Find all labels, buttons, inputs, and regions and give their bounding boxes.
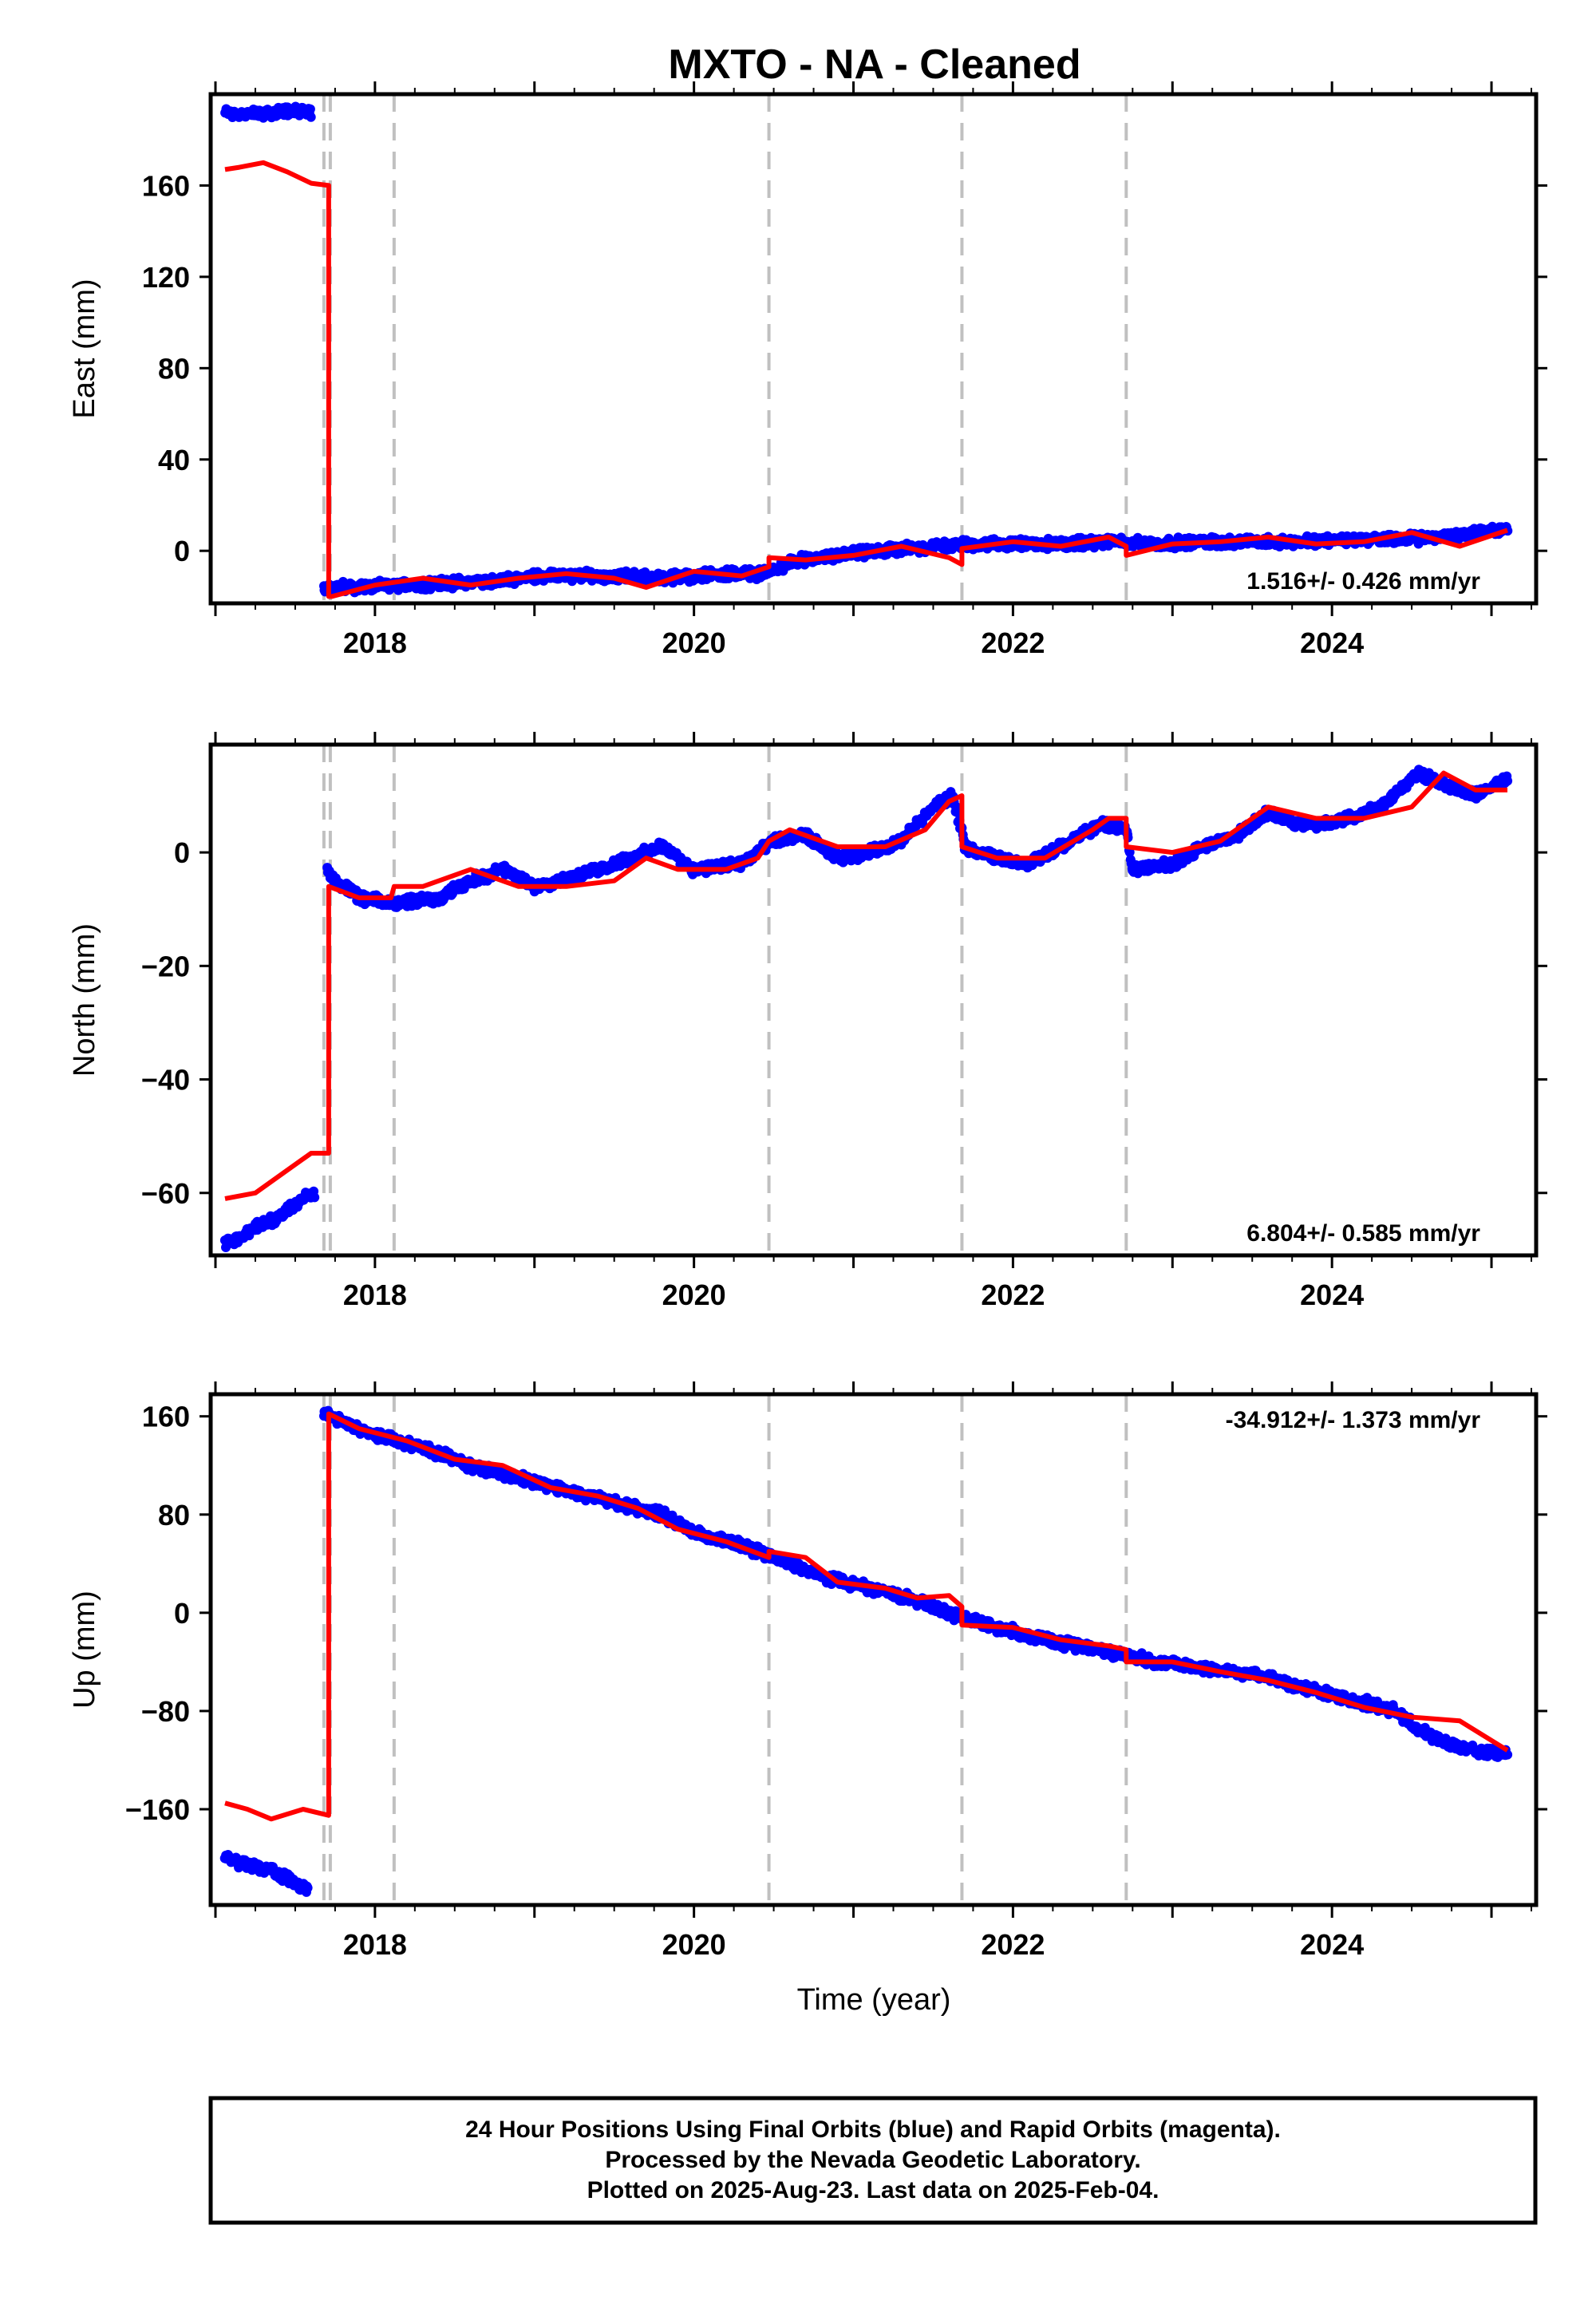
plot-area xyxy=(220,94,1513,603)
x-tick-label: 2022 xyxy=(981,626,1045,659)
y-tick-label: 40 xyxy=(158,444,190,476)
east-panel: 0 40 80 120 160 2018 2020 2022 2024 East (mm) 1.51… xyxy=(68,81,1547,659)
plot-frame xyxy=(208,92,1539,606)
rate-label: 6.804+/- 0.585 mm/yr xyxy=(1246,1220,1480,1247)
data-point xyxy=(1503,776,1513,786)
data-point xyxy=(306,112,316,122)
x-tick-label: 2018 xyxy=(343,626,407,659)
y-axis-label: North (mm) xyxy=(68,923,101,1077)
chart-title: MXTO - NA - Cleaned xyxy=(668,41,1080,88)
y-tick-label: 0 xyxy=(174,535,190,567)
y-tick-label: −20 xyxy=(141,950,190,982)
plot-area xyxy=(219,745,1513,1255)
plot-frame xyxy=(208,742,1539,1258)
rate-label: 1.516+/- 0.426 mm/yr xyxy=(1246,568,1480,595)
y-tick-label: 80 xyxy=(158,352,190,385)
y-tick-label: 0 xyxy=(174,836,190,869)
y-tick-label: 160 xyxy=(142,169,190,202)
x-tick-label: 2024 xyxy=(1300,626,1364,659)
plot-area xyxy=(219,1394,1513,1905)
y-axis-label: East (mm) xyxy=(68,279,101,418)
y-tick-label: 120 xyxy=(142,261,190,294)
model-line xyxy=(224,160,1508,599)
x-tick-label: 2022 xyxy=(981,1279,1045,1311)
x-tick-label: 2018 xyxy=(343,1279,407,1311)
data-point xyxy=(305,104,315,114)
model-line xyxy=(224,770,1507,1201)
x-tick-label: 2020 xyxy=(662,626,726,659)
y-tick-label: −60 xyxy=(141,1177,190,1210)
north-panel: −60 −40 −20 0 2018 2020 2022 2024 North (mm) 6.80… xyxy=(68,732,1547,1311)
data-point xyxy=(302,1883,313,1893)
data-point xyxy=(310,1192,320,1203)
x-tick-label: 2020 xyxy=(662,1279,726,1311)
x-tick-label: 2024 xyxy=(1300,1279,1364,1311)
y-tick-label: −40 xyxy=(141,1064,190,1097)
